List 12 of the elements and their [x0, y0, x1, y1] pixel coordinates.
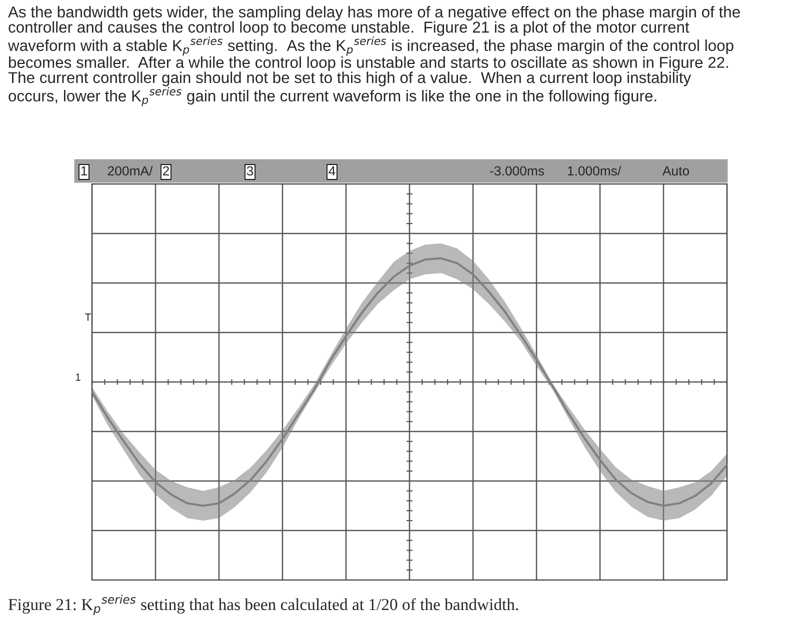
text: 2: [162, 166, 170, 176]
text: Auto: [662, 166, 690, 176]
text: -3.000ms: [490, 166, 544, 176]
text: 4: [328, 166, 336, 176]
caption: Figure 21: K$_{p}$$^{series}$ setting that has been calculated at 1/20 of the bandwidth.: [8, 594, 518, 616]
text: 1: [76, 374, 80, 381]
text: 200mA/: [108, 166, 153, 176]
text: T: [85, 314, 91, 321]
text: 1.000ms/: [568, 166, 622, 176]
text: 3: [246, 166, 254, 176]
text: 1: [81, 166, 88, 176]
chart-title: As the bandwidth gets wider, the sampling delay has more of a negative effect on the phase margin of the controller and causes the control loop to become unstable. Figure 21 is a plot of the motor current waveform with a stable K$_{p}$$^{series}$ setting. As the K$_{p}$$^{series}$ is increased, the phase margin of the control loop becomes smaller. After a while the control loop is unstable and starts to oscillate as shown in Figure 22. The current controller gain should not be set to this high of a value. When a current loop instability occurs, lower the K$_{p}$$^{series}$ gain until the current waveform is like the one in the following figure.: [8, 6, 740, 106]
